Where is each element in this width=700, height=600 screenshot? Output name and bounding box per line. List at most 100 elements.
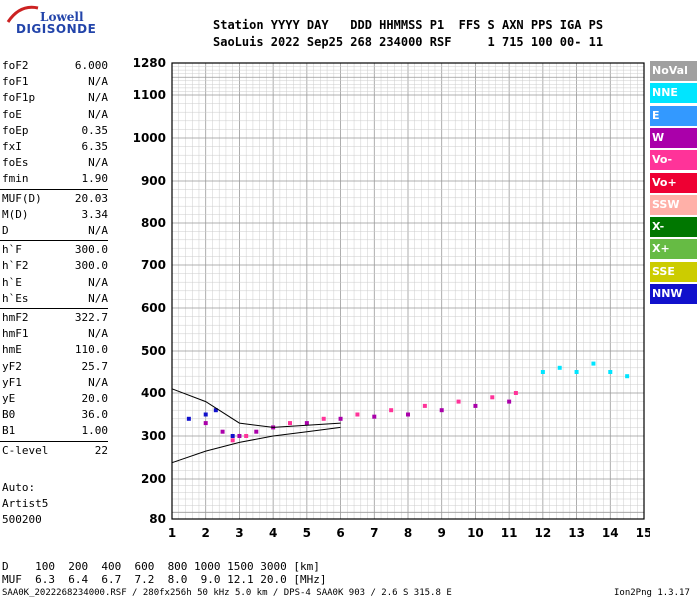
auto-program: Artist5 (2, 497, 49, 510)
x-tick-label: 12 (535, 526, 552, 540)
param-value: 36.0 (81, 408, 109, 422)
data-point (230, 434, 235, 438)
data-point (230, 438, 235, 443)
param-row-18: yF2 25.7 (2, 359, 108, 375)
param-name: fxI (2, 140, 22, 153)
y-tick-label: 900 (141, 174, 166, 188)
footer-version: Ion2Png 1.3.17 (614, 588, 690, 598)
data-point (213, 408, 218, 413)
param-name: B0 (2, 408, 16, 422)
data-point (389, 408, 394, 413)
param-value: N/A (88, 327, 108, 341)
x-tick-label: 15 (636, 526, 650, 540)
param-row-17: hmE 110.0 (2, 342, 108, 358)
y-tick-label: 1100 (133, 88, 166, 102)
param-value: 1.90 (81, 172, 109, 186)
data-point (490, 395, 495, 400)
param-row-13: h`E N/A (2, 275, 108, 291)
legend-item-ssw: SSW (650, 194, 697, 215)
param-name: M(D) (2, 207, 29, 221)
param-name: h`F2 (2, 259, 29, 273)
param-value: 1.00 (81, 424, 109, 438)
param-row-10: D N/A (2, 223, 108, 239)
param-row-20: yE 20.0 (2, 391, 108, 407)
data-point (220, 429, 225, 434)
data-point (439, 408, 444, 413)
param-name: C-level (2, 443, 49, 457)
data-point (406, 412, 410, 417)
param-name: yF1 (2, 375, 22, 389)
data-point (513, 391, 518, 395)
legend-item-vo-: Vo- (650, 150, 697, 171)
param-name: foEs (2, 156, 29, 170)
auto-label: Auto: (2, 481, 36, 494)
y-tick-label: 1280 (133, 56, 166, 70)
param-value: N/A (88, 375, 108, 389)
param-row-21: B0 36.0 (2, 407, 108, 423)
param-row-1: foF1 N/A (2, 74, 108, 90)
param-row-0: foF2 6.000 (2, 58, 108, 74)
param-row-23: C-level 22 (2, 443, 108, 459)
y-tick-label: 600 (141, 301, 166, 315)
param-name: hmF1 (2, 327, 29, 341)
x-tick-label: 11 (501, 526, 518, 540)
x-tick-label: 2 (202, 526, 210, 540)
footer-muf-row: MUF 6.3 6.4 6.7 7.2 8.0 9.0 12.1 20.0 [M… (2, 573, 327, 586)
y-tick-label: 700 (141, 258, 166, 272)
param-value: 3.34 (81, 207, 109, 221)
data-point (203, 412, 208, 417)
x-tick-label: 4 (269, 526, 277, 540)
param-value: 300.0 (74, 259, 108, 273)
footer-file-info: SAA0K_2022268234000.RSF / 280fx256h 50 k… (2, 588, 452, 598)
param-name: h`F (2, 243, 22, 257)
data-point (244, 434, 249, 438)
param-row-12: h`F2 300.0 (2, 258, 108, 274)
data-point (456, 399, 461, 404)
logo-swoosh-icon (6, 5, 39, 23)
legend-item-nne: NNE (650, 83, 697, 104)
data-point (574, 370, 579, 374)
header-line-1: Station YYYY DAY DDD HHMMSS P1 FFS S AXN… (213, 18, 604, 32)
param-name: D (2, 224, 9, 237)
ionogram-chart: 1 2 3 4 5 6 7 8 9 10 11 12 13 14 151280110010009008007… (133, 56, 650, 540)
y-tick-label: 80 (149, 512, 166, 526)
param-row-2: foF1p N/A (2, 90, 108, 106)
param-value: N/A (88, 107, 108, 121)
param-value: 110.0 (74, 343, 108, 357)
param-value: N/A (88, 156, 108, 170)
param-name: fmin (2, 172, 29, 186)
x-tick-label: 10 (467, 526, 484, 540)
data-point (507, 399, 512, 404)
trace-line-extraordinary (171, 388, 341, 428)
param-value: N/A (88, 291, 108, 305)
data-point (304, 421, 309, 426)
data-point (338, 416, 343, 421)
param-row-4: foEp 0.35 (2, 123, 108, 139)
data-point (557, 365, 562, 370)
data-point (237, 434, 242, 438)
data-point (608, 370, 613, 374)
auto-block: Auto: Artist5 500200 (2, 480, 48, 528)
param-row-9: M(D) 3.34 (2, 207, 108, 223)
x-tick-label: 8 (404, 526, 412, 540)
x-tick-label: 3 (235, 526, 243, 540)
param-separator (0, 440, 108, 442)
param-row-7: fmin 1.90 (2, 171, 108, 187)
param-value: 322.7 (74, 311, 108, 324)
param-name: hmF2 (2, 311, 29, 324)
data-point (254, 429, 259, 434)
param-value: 0.35 (81, 123, 109, 137)
data-point (355, 412, 360, 417)
param-value: 300.0 (74, 243, 108, 257)
param-separator (0, 188, 108, 190)
y-tick-label: 500 (141, 344, 166, 358)
x-tick-label: 7 (370, 526, 378, 540)
param-value: N/A (88, 224, 108, 237)
param-value: N/A (88, 275, 108, 289)
param-separator (0, 308, 108, 309)
param-value: 6.000 (74, 59, 108, 72)
legend-item-x-: X- (650, 217, 697, 238)
data-point (186, 416, 191, 421)
param-name: foF1 (2, 75, 29, 89)
data-point (288, 421, 292, 426)
